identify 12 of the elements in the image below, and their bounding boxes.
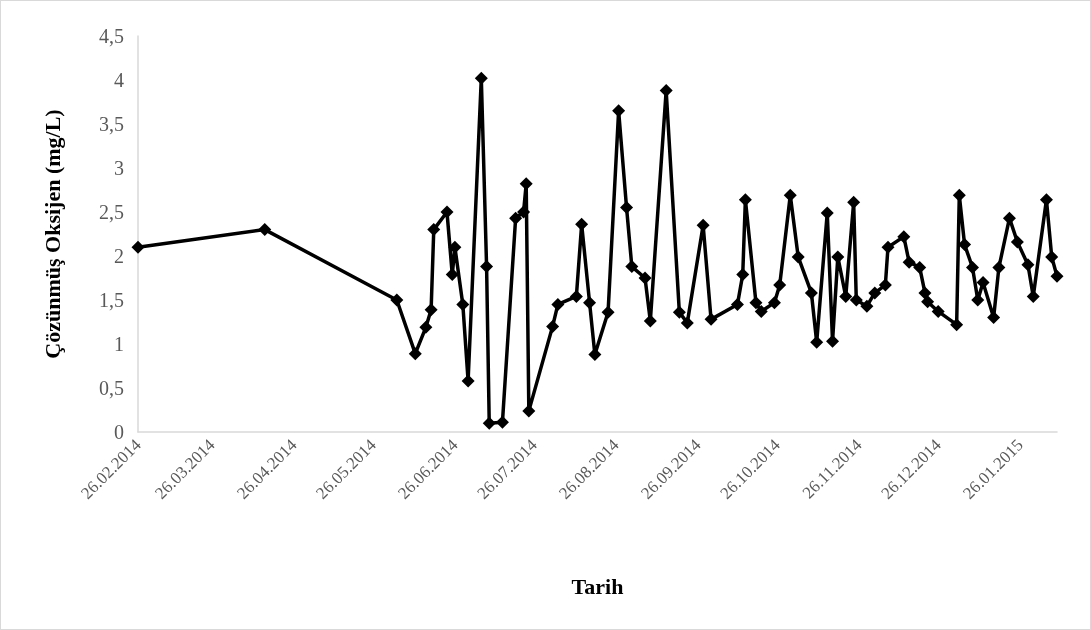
y-tick-label: 2: [114, 245, 124, 267]
y-tick-label: 1,5: [99, 289, 124, 311]
y-tick-label: 0: [114, 421, 124, 443]
y-tick-label: 3: [114, 157, 124, 179]
x-axis-title: Tarih: [571, 573, 624, 599]
y-tick-label: 3,5: [99, 113, 124, 135]
y-tick-label: 0,5: [99, 377, 124, 399]
y-tick-label: 1: [114, 333, 124, 355]
y-tick-label: 4,5: [99, 25, 124, 47]
y-tick-label: 2,5: [99, 201, 124, 223]
y-axis-title: Çözünmüş Oksijen (mg/L): [39, 109, 65, 359]
y-tick-label: 4: [114, 69, 124, 91]
